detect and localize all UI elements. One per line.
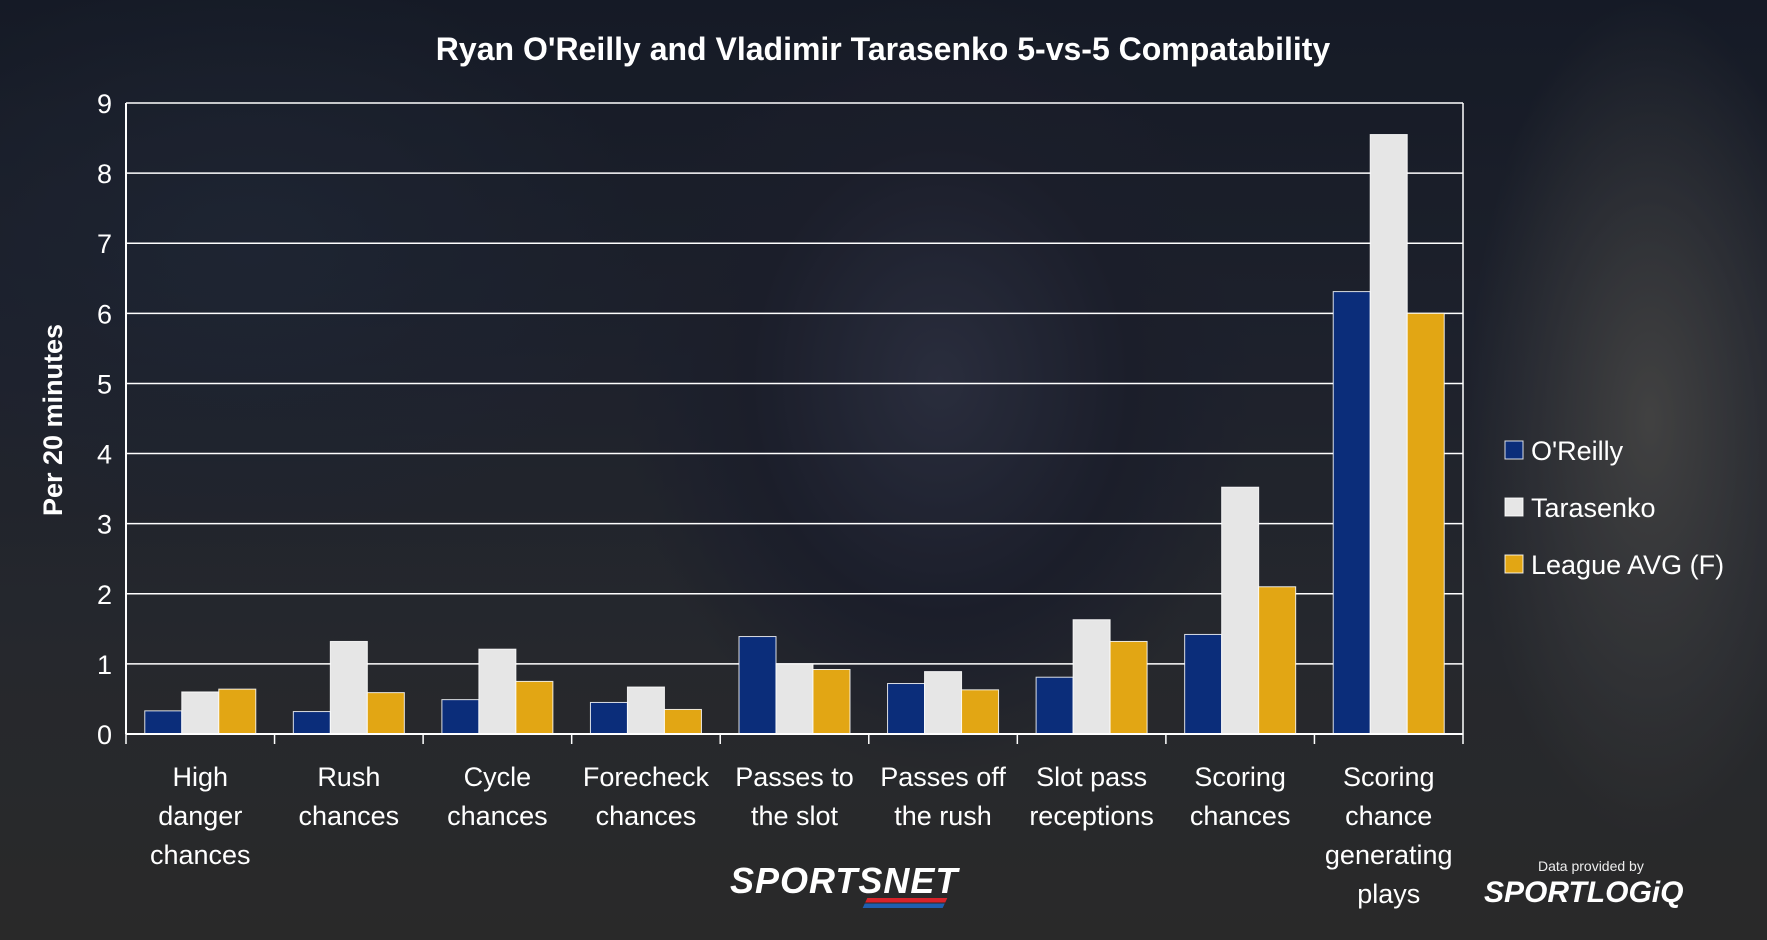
axes	[125, 103, 1464, 744]
bars	[144, 134, 1445, 735]
bar-o-reilly	[441, 699, 480, 735]
x-tick-label: Forecheck chances	[583, 762, 710, 831]
legend-label: Tarasenko	[1531, 493, 1656, 523]
x-tick-label: Scoring chance generating plays	[1325, 762, 1453, 909]
bar-tarasenko	[775, 663, 814, 735]
bar-tarasenko	[924, 671, 963, 735]
bar-league-avg-f-	[366, 692, 405, 735]
bar-tarasenko	[1221, 486, 1260, 735]
x-tick-label: Passes to the slot	[735, 762, 854, 831]
bar-tarasenko	[478, 648, 517, 735]
bar-o-reilly	[144, 710, 183, 735]
y-tick-label: 0	[97, 720, 112, 750]
bar-o-reilly	[1035, 676, 1074, 735]
bar-league-avg-f-	[1258, 586, 1297, 735]
legend-label: O'Reilly	[1531, 436, 1624, 466]
x-tick-labels: High danger chances Rush chances Cycle chances…	[150, 762, 1453, 909]
bar-league-avg-f-	[218, 688, 257, 735]
legend-swatch	[1504, 554, 1524, 574]
bar-o-reilly	[1332, 291, 1371, 735]
legend: O'Reilly Tarasenko League AVG (F)	[1504, 436, 1724, 580]
legend-swatch	[1504, 440, 1524, 460]
bar-o-reilly	[1184, 633, 1223, 735]
y-axis-label: Per 20 minutes	[38, 324, 68, 516]
bar-league-avg-f-	[812, 668, 851, 735]
bar-tarasenko	[329, 640, 368, 735]
bar-league-avg-f-	[1109, 640, 1148, 735]
bar-o-reilly	[589, 701, 628, 735]
x-tick-label: Passes off the rush	[880, 762, 1006, 831]
y-tick-label: 1	[97, 650, 112, 680]
x-tick-label: Cycle chances	[447, 762, 548, 831]
y-tick-label: 6	[97, 299, 112, 329]
sportsnet-logo-stripes	[862, 898, 948, 908]
bar-o-reilly	[887, 683, 926, 735]
bar-league-avg-f-	[961, 689, 1000, 735]
y-tick-label: 8	[97, 159, 112, 189]
x-tick-label: Rush chances	[299, 762, 400, 831]
bar-tarasenko	[1369, 134, 1408, 735]
bar-league-avg-f-	[515, 680, 554, 735]
y-tick-label: 9	[97, 89, 112, 119]
chart-title: Ryan O'Reilly and Vladimir Tarasenko 5-v…	[436, 31, 1331, 67]
sportlogiq-logo: SPORTLOGiQ	[1484, 876, 1684, 909]
data-provided-by-text: Data provided by	[1538, 858, 1644, 874]
y-tick-label: 7	[97, 229, 112, 259]
y-tick-label: 5	[97, 369, 112, 399]
bar-tarasenko	[626, 686, 665, 735]
x-tick-label: Slot pass receptions	[1029, 762, 1154, 831]
y-tick-label: 3	[97, 510, 112, 540]
y-tick-labels: 0 1 2 3 4 5 6 7 8 9	[97, 89, 112, 750]
bar-tarasenko	[181, 691, 220, 735]
bar-league-avg-f-	[1406, 312, 1445, 735]
bar-o-reilly	[738, 636, 777, 735]
bar-o-reilly	[292, 711, 331, 735]
y-tick-label: 2	[97, 580, 112, 610]
y-tick-label: 4	[97, 440, 112, 470]
x-tick-label: High danger chances	[150, 762, 251, 870]
x-tick-label: Scoring chances	[1190, 762, 1291, 831]
bar-league-avg-f-	[663, 708, 702, 735]
legend-label: League AVG (F)	[1531, 550, 1724, 580]
sportsnet-logo: SPORTSNET	[730, 860, 959, 901]
bar-tarasenko	[1072, 619, 1111, 735]
legend-swatch	[1504, 497, 1524, 517]
gridlines	[126, 102, 1463, 665]
